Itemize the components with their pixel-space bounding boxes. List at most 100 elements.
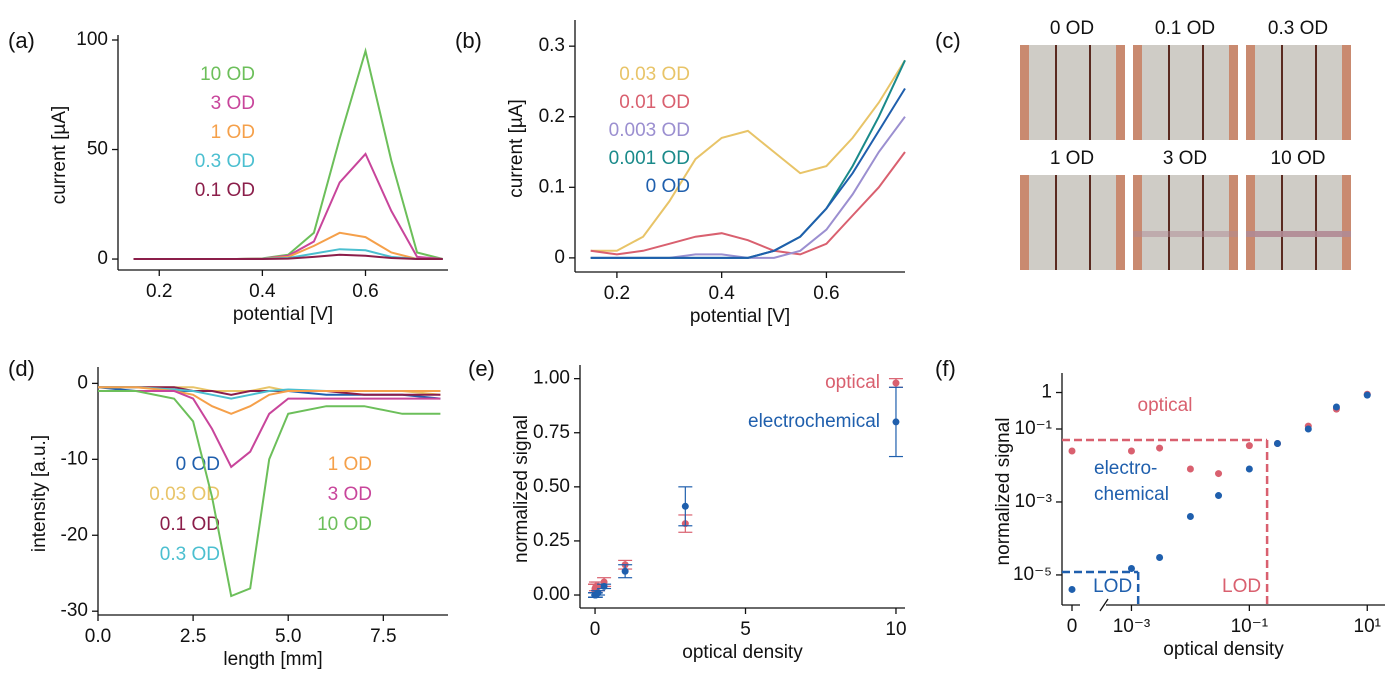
y-tick-label: 0.2 — [539, 106, 565, 127]
x-tick-label: 0.2 — [604, 283, 630, 304]
legend-label: 10 OD — [317, 514, 372, 535]
y-tick-label: 0 — [77, 372, 88, 393]
legend-label: 0.3 OD — [160, 544, 220, 565]
legend-label: 0.1 OD — [160, 514, 220, 535]
legend-label: 0.03 OD — [619, 64, 690, 85]
x-tick-label: 10⁻¹ — [1231, 616, 1269, 637]
y-tick-label: 0.1 — [539, 176, 565, 197]
data-point — [1068, 447, 1076, 455]
photo — [1020, 175, 1125, 270]
x-tick-label: 10⁻³ — [1113, 616, 1151, 637]
data-point — [1186, 465, 1194, 473]
y-tick-label: 0.50 — [533, 476, 570, 497]
photo-stain — [1133, 231, 1238, 237]
panel-label: (b) — [455, 28, 482, 53]
photo-edge — [1020, 175, 1029, 270]
photo-edge — [1246, 175, 1255, 270]
x-tick-label: 0.2 — [146, 281, 172, 302]
x-tick-label: 10¹ — [1354, 616, 1381, 637]
y-axis-label: intensity [a.u.] — [29, 435, 50, 552]
y-tick-label: 1 — [1041, 382, 1052, 403]
photo-stain — [1246, 231, 1351, 237]
photo-edge — [1133, 45, 1142, 140]
photo — [1246, 45, 1351, 140]
photo — [1246, 175, 1351, 270]
photo-caption: 3 OD — [1163, 148, 1207, 169]
y-tick-label: 0 — [97, 248, 108, 269]
photo-caption: 0.1 OD — [1155, 18, 1215, 39]
x-tick-label: 2.5 — [180, 626, 206, 647]
series-line — [98, 390, 441, 469]
data-point — [600, 582, 608, 590]
series-label: electrochemical — [748, 411, 880, 432]
legend-label: 0.1 OD — [195, 180, 255, 201]
x-tick-label: 5 — [740, 619, 751, 640]
x-tick-label: 10 — [885, 619, 906, 640]
photo-caption: 10 OD — [1271, 148, 1326, 169]
y-tick-label: 50 — [87, 139, 108, 160]
y-tick-label: 0 — [554, 247, 565, 268]
series-line — [133, 47, 444, 260]
legend-label: 3 OD — [211, 93, 255, 114]
data-point — [1304, 425, 1312, 433]
x-axis-label: optical density — [1163, 639, 1284, 660]
panel-label: (f) — [935, 356, 956, 381]
x-tick-label: 0.6 — [813, 283, 839, 304]
x-axis-label: potential [V] — [233, 304, 333, 325]
series-label: optical — [825, 372, 880, 393]
lod-label: LOD — [1222, 576, 1261, 597]
y-tick-label: 100 — [76, 29, 108, 50]
legend-label: 0 OD — [646, 176, 690, 197]
data-point — [892, 418, 900, 426]
legend-label: 0.001 OD — [609, 148, 690, 169]
y-tick-label: 0.00 — [533, 584, 570, 605]
y-tick-label: -20 — [61, 524, 88, 545]
x-tick-label: 0.4 — [708, 283, 735, 304]
y-axis-label: normalized signal — [511, 415, 532, 563]
photo-edge — [1229, 175, 1238, 270]
photo-edge — [1229, 45, 1238, 140]
y-tick-label: 1.00 — [533, 368, 570, 389]
y-tick-label: 10⁻¹ — [1015, 418, 1053, 439]
y-axis-label: current [µA] — [506, 99, 527, 198]
y-axis-label: normalized signal — [993, 418, 1014, 566]
data-point — [1332, 403, 1340, 411]
data-point — [1127, 447, 1135, 455]
photo-edge — [1342, 175, 1351, 270]
x-tick-label: 0 — [1067, 616, 1078, 637]
legend-label: 10 OD — [200, 64, 255, 85]
series-line — [590, 59, 906, 252]
x-tick-label: 7.5 — [370, 626, 396, 647]
y-tick-label: 0.25 — [533, 530, 570, 551]
y-tick-label: 10⁻³ — [1015, 491, 1053, 512]
photo-edge — [1020, 45, 1029, 140]
series-label: electro- chemical — [1094, 458, 1169, 505]
legend-label: 0.01 OD — [619, 92, 690, 113]
photo-caption: 0 OD — [1050, 18, 1094, 39]
data-point — [1186, 512, 1194, 520]
y-tick-label: -30 — [61, 600, 88, 621]
photo-caption: 1 OD — [1050, 148, 1094, 169]
legend-label: 0 OD — [176, 454, 220, 475]
photo — [1133, 175, 1238, 270]
x-axis-label: optical density — [682, 642, 803, 663]
x-axis-label: potential [V] — [690, 306, 790, 327]
y-tick-label: 10⁻⁵ — [1013, 564, 1052, 585]
y-tick-label: 0.75 — [533, 422, 570, 443]
data-point — [892, 379, 900, 387]
photo-edge — [1342, 45, 1351, 140]
legend-label: 3 OD — [328, 484, 372, 505]
panel-label: (c) — [935, 28, 961, 53]
data-point — [1068, 585, 1076, 593]
data-point — [1215, 470, 1223, 478]
y-axis-label: current [µA] — [49, 106, 70, 205]
photo-edge — [1133, 175, 1142, 270]
x-tick-label: 0 — [590, 619, 601, 640]
lod-label: LOD — [1093, 576, 1132, 597]
data-point — [594, 589, 602, 597]
data-point — [1156, 444, 1164, 452]
photo — [1133, 45, 1238, 140]
legend-label: 0.003 OD — [609, 120, 690, 141]
broken-axis — [1062, 598, 1385, 612]
